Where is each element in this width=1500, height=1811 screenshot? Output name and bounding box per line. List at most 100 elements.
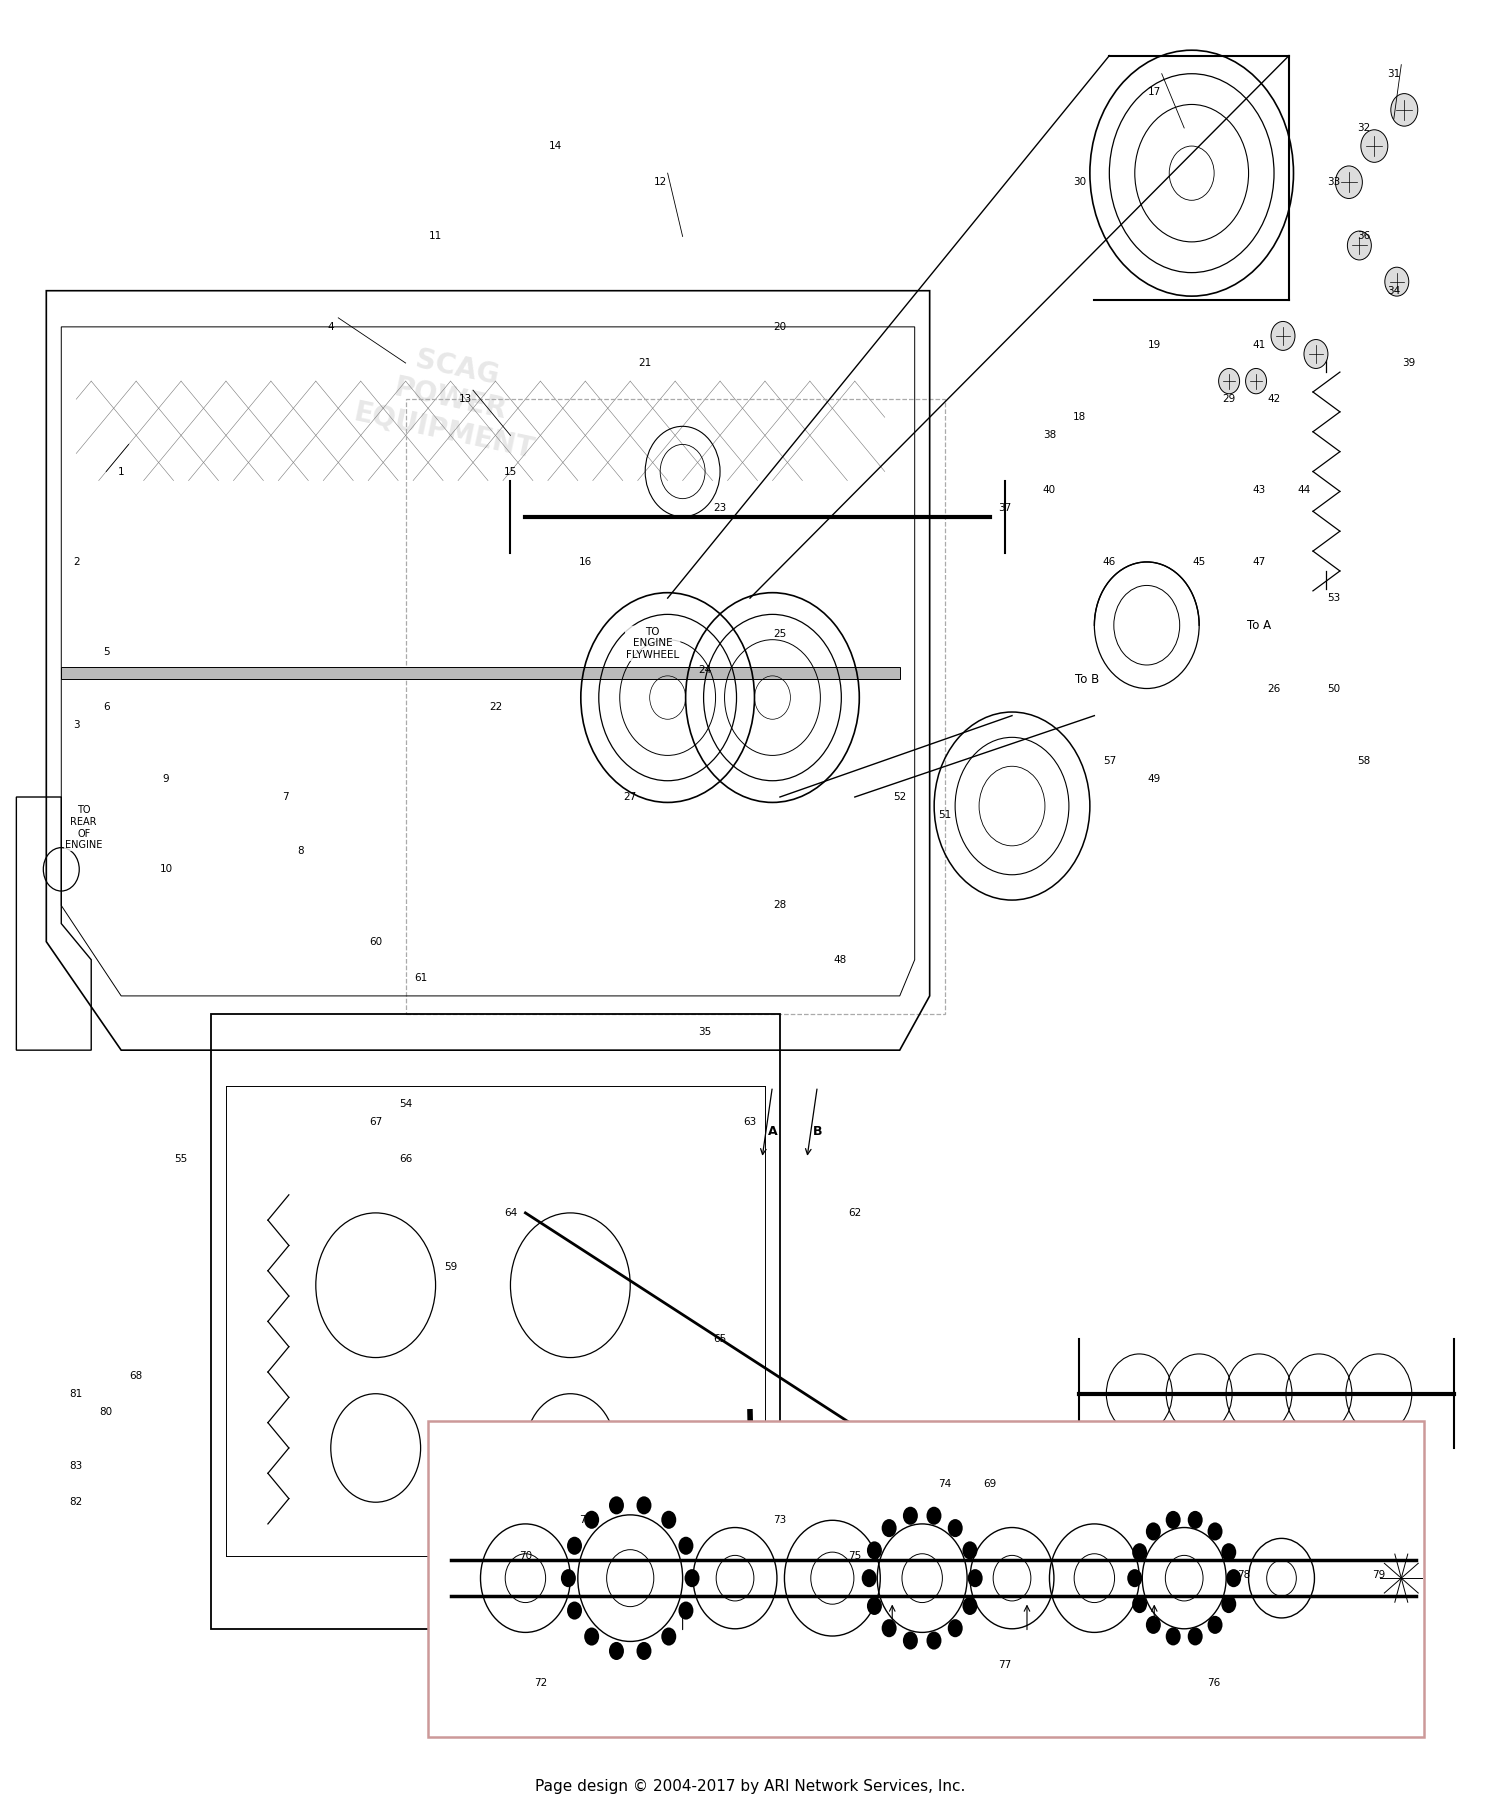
Text: 38: 38 [1042, 431, 1056, 440]
Text: 70: 70 [519, 1552, 532, 1561]
Text: 18: 18 [1072, 413, 1086, 422]
Text: 14: 14 [549, 141, 562, 150]
Circle shape [636, 1496, 651, 1514]
Circle shape [678, 1538, 693, 1556]
Text: 53: 53 [1328, 592, 1341, 603]
Circle shape [867, 1541, 882, 1559]
Text: 54: 54 [399, 1099, 412, 1110]
Text: To B: To B [1074, 674, 1100, 686]
Circle shape [1146, 1615, 1161, 1634]
Text: 6: 6 [104, 701, 110, 712]
Text: TO
ENGINE
FLYWHEEL: TO ENGINE FLYWHEEL [626, 627, 680, 659]
Text: 80: 80 [99, 1407, 112, 1416]
Circle shape [1360, 130, 1388, 163]
Text: 46: 46 [1102, 558, 1116, 567]
Text: 72: 72 [534, 1679, 548, 1688]
Text: 82: 82 [69, 1498, 82, 1507]
Text: 73: 73 [774, 1516, 786, 1525]
Text: 57: 57 [1102, 755, 1116, 766]
Text: 9: 9 [164, 773, 170, 784]
Text: 17: 17 [1148, 87, 1161, 96]
Circle shape [1335, 167, 1362, 199]
Text: 3: 3 [74, 719, 80, 730]
Circle shape [1188, 1510, 1203, 1528]
Circle shape [609, 1496, 624, 1514]
Text: 55: 55 [174, 1154, 188, 1164]
Circle shape [1245, 368, 1266, 393]
Text: 22: 22 [489, 701, 502, 712]
Circle shape [678, 1601, 693, 1619]
Circle shape [1384, 268, 1408, 297]
Text: 76: 76 [1208, 1679, 1221, 1688]
Circle shape [963, 1541, 978, 1559]
Text: 62: 62 [847, 1208, 861, 1219]
Text: 32: 32 [1358, 123, 1371, 132]
Circle shape [948, 1619, 963, 1637]
Text: 51: 51 [938, 810, 951, 820]
Text: 33: 33 [1328, 177, 1341, 187]
Text: 83: 83 [69, 1461, 82, 1471]
Text: 68: 68 [129, 1371, 142, 1380]
Text: 64: 64 [504, 1208, 518, 1219]
Text: 26: 26 [1268, 683, 1281, 694]
Circle shape [948, 1519, 963, 1538]
Text: 10: 10 [159, 864, 172, 875]
Text: 28: 28 [774, 900, 786, 911]
Text: 4: 4 [327, 322, 334, 331]
Text: 39: 39 [1402, 359, 1416, 368]
Circle shape [609, 1643, 624, 1661]
Text: 74: 74 [938, 1480, 951, 1489]
Circle shape [903, 1507, 918, 1525]
Text: 44: 44 [1298, 485, 1311, 494]
Text: 66: 66 [399, 1154, 412, 1164]
Text: 13: 13 [459, 395, 472, 404]
Text: SCAG
POWER
EQUIPMENT: SCAG POWER EQUIPMENT [351, 335, 550, 464]
Circle shape [867, 1597, 882, 1615]
Circle shape [1208, 1615, 1222, 1634]
Circle shape [1226, 1568, 1240, 1586]
Circle shape [903, 1632, 918, 1650]
Text: 40: 40 [1042, 485, 1056, 494]
Text: A: A [768, 1125, 777, 1137]
Text: 19: 19 [1148, 340, 1161, 350]
Circle shape [1132, 1595, 1148, 1614]
Circle shape [927, 1632, 942, 1650]
Text: 30: 30 [1072, 177, 1086, 187]
Text: 52: 52 [892, 791, 906, 802]
Circle shape [1270, 321, 1294, 350]
Text: 77: 77 [998, 1661, 1011, 1670]
Text: 8: 8 [297, 846, 304, 857]
Text: TO
REAR
OF
ENGINE: TO REAR OF ENGINE [64, 806, 102, 849]
Text: 23: 23 [714, 503, 726, 513]
Circle shape [1218, 368, 1239, 393]
Circle shape [1132, 1543, 1148, 1561]
Circle shape [1126, 1568, 1142, 1586]
Circle shape [636, 1643, 651, 1661]
Circle shape [662, 1628, 676, 1646]
Circle shape [561, 1568, 576, 1586]
Text: B: B [813, 1125, 822, 1137]
Circle shape [584, 1510, 598, 1528]
Text: 5: 5 [104, 647, 110, 657]
Text: 20: 20 [774, 322, 786, 331]
Text: 47: 47 [1252, 558, 1266, 567]
Circle shape [1166, 1510, 1180, 1528]
Circle shape [662, 1510, 676, 1528]
Text: 15: 15 [504, 467, 518, 476]
Text: 48: 48 [833, 954, 846, 965]
Circle shape [1166, 1628, 1180, 1646]
Text: Page design © 2004-2017 by ARI Network Services, Inc.: Page design © 2004-2017 by ARI Network S… [536, 1778, 964, 1793]
Circle shape [1347, 232, 1371, 261]
Text: 71: 71 [579, 1516, 592, 1525]
Text: 63: 63 [744, 1117, 756, 1128]
Bar [427, 1422, 1423, 1737]
Circle shape [882, 1619, 897, 1637]
Circle shape [1221, 1595, 1236, 1614]
Text: 41: 41 [1252, 340, 1266, 350]
Text: 45: 45 [1192, 558, 1206, 567]
Text: 11: 11 [429, 232, 442, 241]
Circle shape [1390, 94, 1417, 127]
Text: To A: To A [1246, 619, 1270, 632]
Circle shape [882, 1519, 897, 1538]
Text: 7: 7 [282, 791, 290, 802]
